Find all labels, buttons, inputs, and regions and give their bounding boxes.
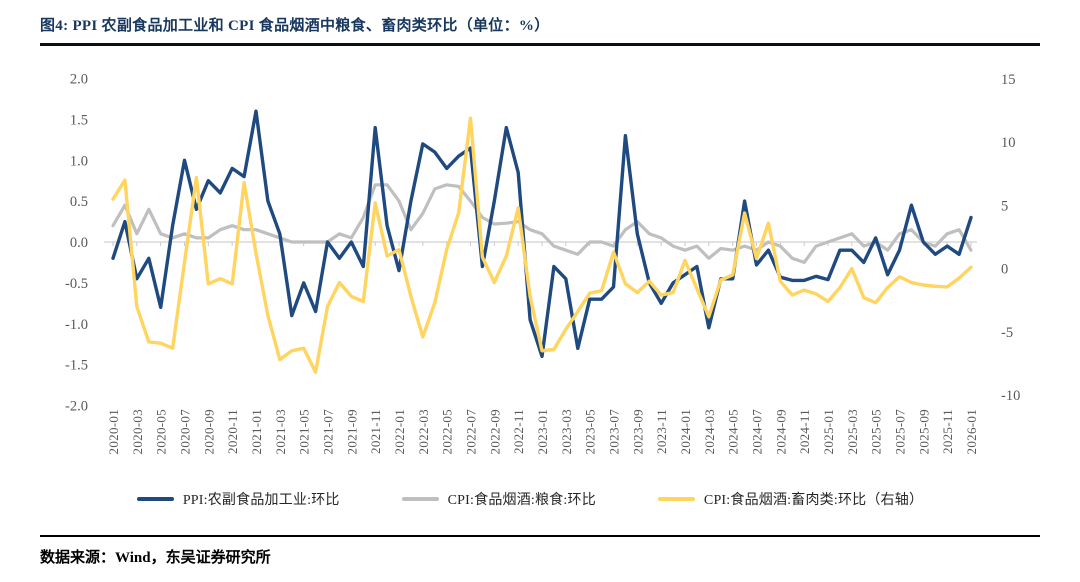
x-axis-tick-label: 2021-09 [344, 409, 359, 454]
series-line-grain [111, 183, 973, 264]
pork-line-swatch [657, 497, 695, 501]
x-axis-tick-label: 2022-11 [511, 409, 526, 454]
x-axis-tick-label: 2020-07 [178, 409, 193, 455]
x-axis-tick-label: 2022-01 [392, 409, 407, 454]
x-axis-tick-label: 2024-11 [797, 409, 812, 454]
data-source: 数据来源：Wind，东吴证券研究所 [40, 550, 271, 566]
y-axis-left-tick-label: -1.5 [65, 358, 88, 374]
title-divider [40, 43, 1040, 46]
legend-item-pork: CPI:食品烟酒:畜肉类:环比（右轴） [657, 489, 924, 509]
x-axis-tick-label: 2024-09 [773, 409, 788, 454]
x-axis-tick-label: 2020-03 [130, 409, 145, 454]
x-axis-tick-label: 2022-05 [440, 409, 455, 454]
y-axis-right-tick-label: -10 [1001, 388, 1020, 404]
x-axis-tick-label: 2023-03 [559, 409, 574, 454]
series-line-pork [111, 116, 973, 374]
bottom-divider [40, 535, 1040, 537]
x-axis-tick-label: 2022-07 [464, 409, 479, 455]
x-axis-tick-label: 2023-05 [583, 409, 598, 454]
legend-label: CPI:食品烟酒:畜肉类:环比（右轴） [703, 493, 924, 508]
x-axis-tick-label: 2024-03 [702, 409, 717, 454]
x-axis-tick-label: 2021-03 [273, 409, 288, 454]
x-axis-tick-label: 2021-07 [321, 409, 336, 455]
x-axis-tick-label: 2023-01 [535, 409, 550, 454]
y-axis-right-tick-label: 0 [1001, 262, 1008, 278]
y-axis-left-tick-label: 2.0 [70, 72, 88, 88]
x-axis-tick-label: 2020-01 [106, 409, 121, 454]
x-axis-tick-label: 2022-09 [487, 409, 502, 454]
x-axis-tick-label: 2024-05 [726, 409, 741, 454]
chart-area: 2020-01 2020-03 2020-05 2020-07 2020-09 2020-… [0, 52, 1080, 482]
x-axis-tick-label: 2020-05 [154, 409, 169, 454]
ppi-line-swatch [136, 497, 174, 501]
x-axis-tick-label: 2022-03 [416, 409, 431, 454]
series-line-ppi [111, 109, 973, 359]
x-axis-tick-label: 2025-07 [893, 409, 908, 455]
x-axis-tick-label: 2020-09 [201, 409, 216, 454]
y-axis-left-tick-label: -2.0 [65, 399, 88, 415]
x-axis-tick-label: 2023-07 [607, 409, 622, 455]
y-axis-right-tick-label: 10 [1001, 135, 1016, 151]
chart-svg: 2020-01 2020-03 2020-05 2020-07 2020-09 2020-… [65, 72, 1020, 455]
legend-item-ppi: PPI:农副食品加工业:环比 [136, 489, 340, 509]
legend-label: CPI:食品烟酒:粮食:环比 [447, 493, 596, 508]
y-axis-left-tick-label: 1.5 [70, 112, 88, 128]
x-axis-tick-label: 2023-09 [630, 409, 645, 454]
x-axis-tick-label: 2023-11 [654, 409, 669, 454]
y-axis-left-tick-label: 1.0 [70, 153, 88, 169]
x-axis-tick-label: 2025-05 [869, 409, 884, 454]
y-axis-left-tick-label: 0.0 [70, 235, 88, 251]
x-axis-tick-label: 2025-11 [940, 409, 955, 454]
x-axis-tick-label: 2021-11 [368, 409, 383, 454]
figure-title: 图4: PPI 农副食品加工业和 CPI 食品烟酒中粮食、畜肉类环比（单位：%） [40, 18, 550, 34]
legend-item-grain: CPI:食品烟酒:粮食:环比 [401, 489, 596, 509]
x-axis-tick-label: 2021-01 [249, 409, 264, 454]
grain-line-swatch [401, 497, 439, 501]
y-axis-left-tick-label: 0.5 [70, 194, 88, 210]
x-axis-tick-label: 2020-11 [225, 409, 240, 454]
y-axis-right-tick-label: 5 [1001, 198, 1008, 214]
y-axis-left-tick-label: -0.5 [65, 276, 88, 292]
x-axis-tick-label: 2021-05 [297, 409, 312, 454]
x-axis-tick-label: 2025-09 [916, 409, 931, 454]
y-axis-right-tick-label: -5 [1001, 325, 1013, 341]
x-axis-tick-label: 2026-01 [964, 409, 979, 454]
x-axis-tick-label: 2025-01 [821, 409, 836, 454]
x-axis-tick-label: 2024-01 [678, 409, 693, 454]
x-axis-tick-label: 2024-07 [750, 409, 765, 455]
y-axis-right-tick-label: 15 [1001, 72, 1016, 88]
y-axis-left-tick-label: -1.0 [65, 317, 88, 333]
chart-legend: PPI:农副食品加工业:环比 CPI:食品烟酒:粮食:环比 CPI:食品烟酒:畜… [0, 489, 1060, 509]
x-axis-tick-label: 2025-03 [845, 409, 860, 454]
legend-label: PPI:农副食品加工业:环比 [182, 493, 340, 508]
